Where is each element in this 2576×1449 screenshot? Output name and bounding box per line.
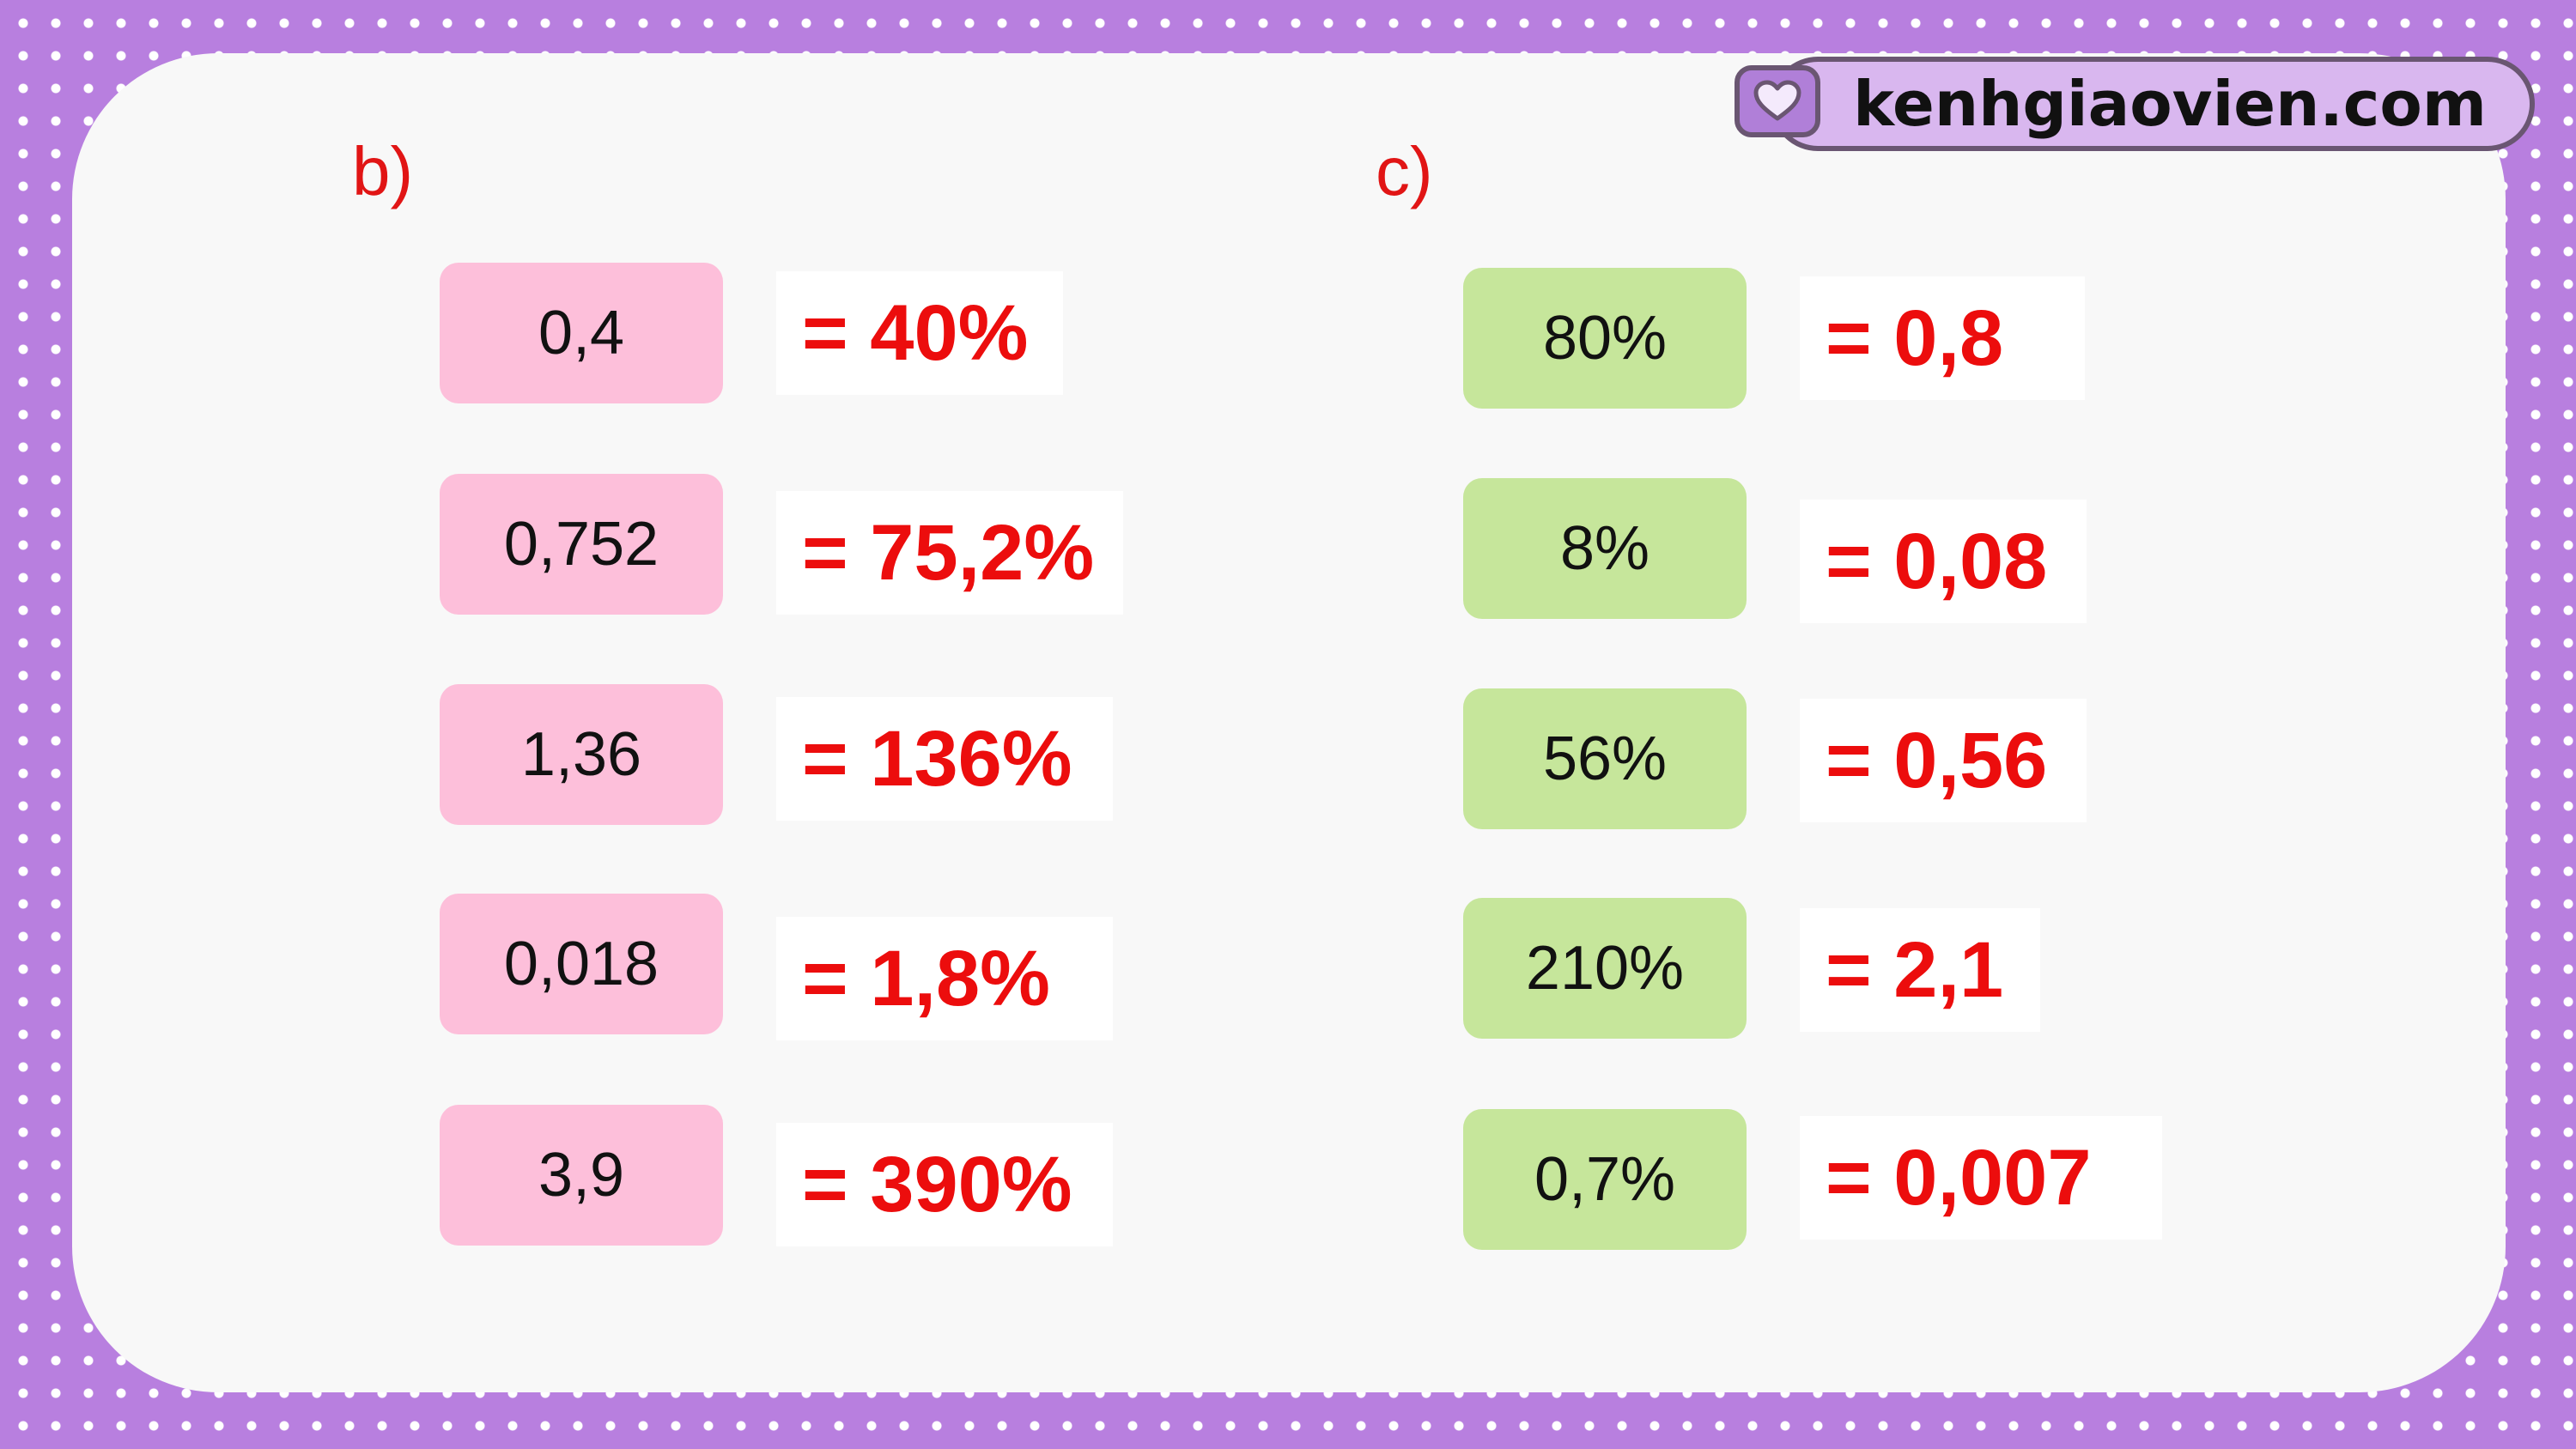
percent-box: 8% — [1463, 478, 1747, 619]
percent-box: 80% — [1463, 268, 1747, 409]
percent-answer: = 390% — [776, 1123, 1113, 1246]
heart-icon — [1735, 65, 1820, 137]
section-c-label: c) — [1376, 133, 1433, 209]
percent-box: 56% — [1463, 688, 1747, 829]
decimal-box: 3,9 — [440, 1105, 723, 1246]
decimal-answer: = 2,1 — [1800, 908, 2040, 1032]
brand-text: kenhgiaovien.com — [1771, 57, 2535, 151]
heart-icon-glyph — [1753, 80, 1801, 121]
percent-box: 210% — [1463, 898, 1747, 1039]
decimal-answer: = 0,56 — [1800, 699, 2087, 822]
percent-answer: = 75,2% — [776, 491, 1123, 615]
percent-answer: = 136% — [776, 697, 1113, 821]
decimal-answer: = 0,8 — [1800, 276, 2085, 400]
brand-badge: kenhgiaovien.com — [1735, 53, 2547, 160]
percent-answer: = 1,8% — [776, 917, 1113, 1040]
section-b-label: b) — [352, 133, 414, 209]
decimal-answer: = 0,08 — [1800, 500, 2087, 623]
decimal-box: 0,018 — [440, 894, 723, 1034]
decimal-box: 0,4 — [440, 263, 723, 403]
decimal-answer: = 0,007 — [1800, 1116, 2162, 1240]
percent-box: 0,7% — [1463, 1109, 1747, 1250]
decimal-box: 0,752 — [440, 474, 723, 615]
decimal-box: 1,36 — [440, 684, 723, 825]
percent-answer: = 40% — [776, 271, 1063, 395]
